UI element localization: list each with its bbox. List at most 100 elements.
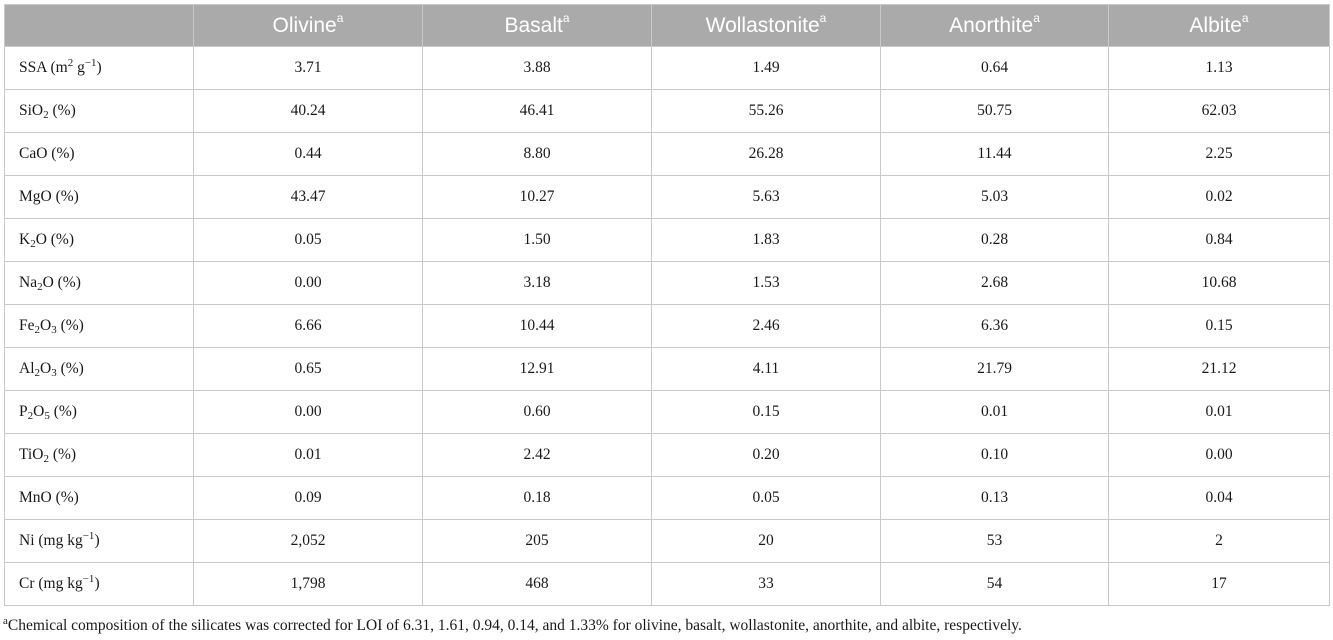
row-label-text: Na xyxy=(19,274,38,291)
value-cell-olivine: 43.47 xyxy=(193,175,423,219)
value-cell-olivine: 3.71 xyxy=(193,46,423,90)
table-row: Cr (mg kg−1) 1,798 468 33 54 17 xyxy=(4,562,1330,606)
value-cell-olivine: 0.00 xyxy=(193,261,423,305)
value-cell-olivine: 1,798 xyxy=(193,562,423,606)
row-label-text: CaO (%) xyxy=(19,145,75,162)
value-cell-wollastonite: 4.11 xyxy=(651,347,881,391)
value-cell-basalt: 3.88 xyxy=(422,46,652,90)
table-row: MgO (%) 43.47 10.27 5.63 5.03 0.02 xyxy=(4,175,1330,219)
value-cell-wollastonite: 0.05 xyxy=(651,476,881,520)
row-label-text: ) xyxy=(96,59,102,76)
row-label-cell: Fe2O3 (%) xyxy=(4,304,194,348)
value-cell-wollastonite: 0.20 xyxy=(651,433,881,477)
value-cell-olivine: 40.24 xyxy=(193,89,423,133)
table-row: Al2O3 (%) 0.65 12.91 4.11 21.79 21.12 xyxy=(4,347,1330,391)
value-cell-wollastonite: 2.46 xyxy=(651,304,881,348)
table-row: Ni (mg kg−1) 2,052 205 20 53 2 xyxy=(4,519,1330,563)
row-label-text: O (%) xyxy=(42,274,81,291)
value-cell-anorthite: 0.28 xyxy=(880,218,1109,262)
row-label-text: MnO (%) xyxy=(19,489,79,506)
row-label-cell: Ni (mg kg−1) xyxy=(4,519,194,563)
value-cell-anorthite: 21.79 xyxy=(880,347,1109,391)
value-cell-albite: 0.01 xyxy=(1108,390,1330,434)
value-cell-anorthite: 6.36 xyxy=(880,304,1109,348)
row-label-text: ) xyxy=(94,575,100,592)
value-cell-wollastonite: 20 xyxy=(651,519,881,563)
table-row: TiO2 (%) 0.01 2.42 0.20 0.10 0.00 xyxy=(4,433,1330,477)
value-cell-anorthite: 0.10 xyxy=(880,433,1109,477)
value-cell-olivine: 2,052 xyxy=(193,519,423,563)
value-cell-basalt: 10.27 xyxy=(422,175,652,219)
value-cell-anorthite: 11.44 xyxy=(880,132,1109,176)
value-cell-olivine: 0.65 xyxy=(193,347,423,391)
superscript: −1 xyxy=(82,530,95,542)
value-cell-albite: 62.03 xyxy=(1108,89,1330,133)
row-label-cell: SSA (m2 g−1) xyxy=(4,46,194,90)
subscript: 5 xyxy=(44,410,50,422)
value-cell-albite: 2.25 xyxy=(1108,132,1330,176)
table-row: P2O5 (%) 0.00 0.60 0.15 0.01 0.01 xyxy=(4,390,1330,434)
table-header: Olivinea Basalta Wollastonitea Anorthite… xyxy=(4,4,1330,47)
row-label-cell: Na2O (%) xyxy=(4,261,194,305)
header-cell-blank xyxy=(4,4,194,47)
value-cell-wollastonite: 1.83 xyxy=(651,218,881,262)
header-label: Wollastonite xyxy=(705,14,820,37)
value-cell-basalt: 468 xyxy=(422,562,652,606)
value-cell-anorthite: 0.01 xyxy=(880,390,1109,434)
value-cell-albite: 0.04 xyxy=(1108,476,1330,520)
table-row: MnO (%) 0.09 0.18 0.05 0.13 0.04 xyxy=(4,476,1330,520)
table-row: Na2O (%) 0.00 3.18 1.53 2.68 10.68 xyxy=(4,261,1330,305)
header-label: Anorthite xyxy=(949,14,1034,37)
value-cell-anorthite: 0.13 xyxy=(880,476,1109,520)
value-cell-olivine: 0.05 xyxy=(193,218,423,262)
row-label-text: (%) xyxy=(48,446,77,463)
row-label-cell: P2O5 (%) xyxy=(4,390,194,434)
superscript: −1 xyxy=(82,573,95,585)
value-cell-albite: 0.02 xyxy=(1108,175,1330,219)
subscript: 3 xyxy=(51,324,57,336)
footnote-marker: a xyxy=(336,11,344,25)
value-cell-albite: 0.00 xyxy=(1108,433,1330,477)
subscript: 2 xyxy=(30,238,36,250)
value-cell-anorthite: 53 xyxy=(880,519,1109,563)
row-label-cell: Cr (mg kg−1) xyxy=(4,562,194,606)
row-label-text: SiO xyxy=(19,102,44,119)
value-cell-basalt: 0.18 xyxy=(422,476,652,520)
value-cell-albite: 21.12 xyxy=(1108,347,1330,391)
row-label-text: TiO xyxy=(19,446,44,463)
composition-table-container: Olivinea Basalta Wollastonitea Anorthite… xyxy=(4,4,1330,606)
row-label-cell: SiO2 (%) xyxy=(4,89,194,133)
row-label-text: P xyxy=(19,403,28,420)
row-label-text: (%) xyxy=(48,102,76,119)
row-label-text: (%) xyxy=(56,360,84,377)
table-row: SSA (m2 g−1) 3.71 3.88 1.49 0.64 1.13 xyxy=(4,46,1330,90)
table-row: K2O (%) 0.05 1.50 1.83 0.28 0.84 xyxy=(4,218,1330,262)
header-label: Albite xyxy=(1189,14,1242,37)
table-row: SiO2 (%) 40.24 46.41 55.26 50.75 62.03 xyxy=(4,89,1330,133)
row-label-text: Al xyxy=(19,360,35,377)
row-label-text: O (%) xyxy=(35,231,75,248)
value-cell-basalt: 0.60 xyxy=(422,390,652,434)
row-label-text: (%) xyxy=(49,403,77,420)
row-label-text: O xyxy=(40,360,52,377)
header-cell-albite: Albitea xyxy=(1108,4,1330,47)
footnote-marker: a xyxy=(3,615,8,627)
subscript: 3 xyxy=(51,367,57,379)
row-label-cell: Al2O3 (%) xyxy=(4,347,194,391)
value-cell-anorthite: 54 xyxy=(880,562,1109,606)
row-label-text: SSA (m xyxy=(19,59,68,76)
footnote-marker: a xyxy=(1241,11,1249,25)
value-cell-basalt: 10.44 xyxy=(422,304,652,348)
value-cell-albite: 10.68 xyxy=(1108,261,1330,305)
table-row: CaO (%) 0.44 8.80 26.28 11.44 2.25 xyxy=(4,132,1330,176)
row-label-text: MgO (%) xyxy=(19,188,79,205)
value-cell-olivine: 0.44 xyxy=(193,132,423,176)
table-body: SSA (m2 g−1) 3.71 3.88 1.49 0.64 1.13 SiO2 (%)… xyxy=(4,46,1330,606)
header-cell-anorthite: Anorthitea xyxy=(880,4,1109,47)
value-cell-wollastonite: 26.28 xyxy=(651,132,881,176)
subscript: 2 xyxy=(43,109,49,121)
row-label-text: (%) xyxy=(56,317,84,334)
value-cell-anorthite: 2.68 xyxy=(880,261,1109,305)
value-cell-olivine: 0.00 xyxy=(193,390,423,434)
value-cell-basalt: 8.80 xyxy=(422,132,652,176)
